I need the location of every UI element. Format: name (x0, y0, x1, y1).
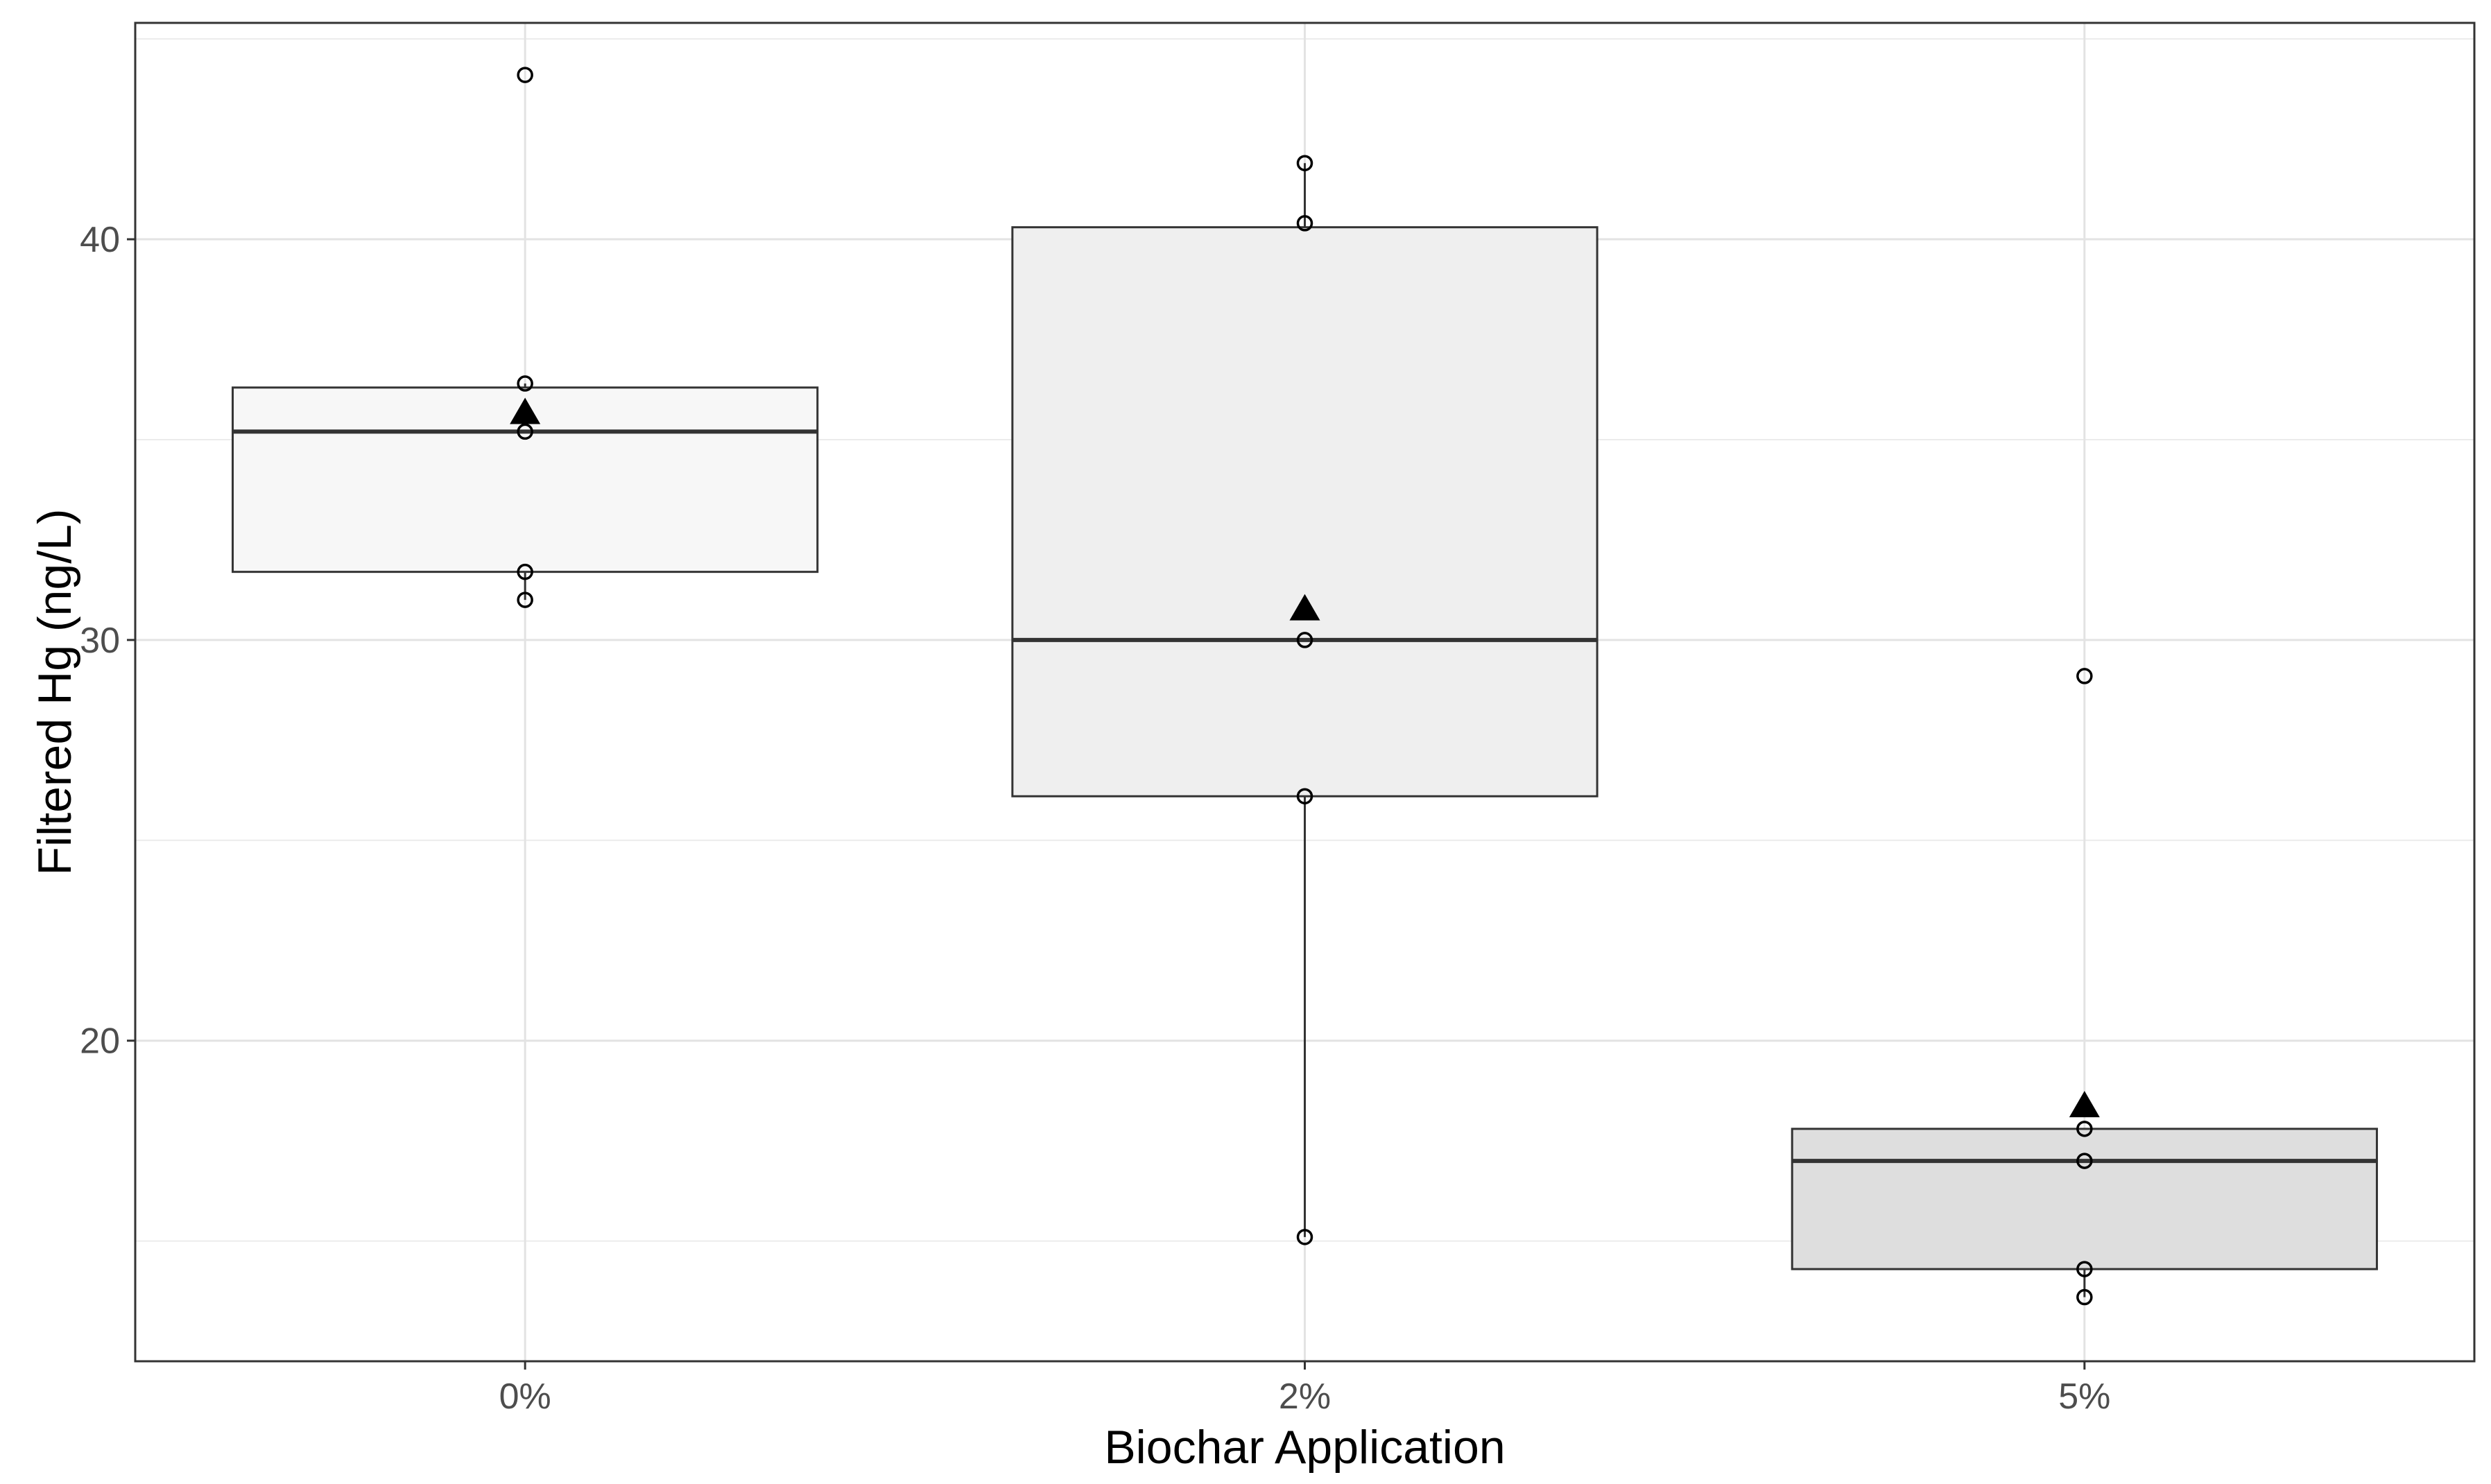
data-point (2076, 668, 2093, 684)
data-point (517, 563, 533, 580)
x-axis-title: Biochar Application (1104, 1421, 1505, 1474)
mean-marker (2069, 1091, 2100, 1118)
data-point (1296, 1229, 1313, 1245)
data-point (2076, 1261, 2093, 1277)
data-point (2076, 1153, 2093, 1169)
y-tick-label: 20 (80, 1021, 120, 1062)
y-tick-label: 30 (80, 621, 120, 661)
data-point (517, 375, 533, 392)
x-tick-label: 5% (2058, 1377, 2110, 1417)
data-point (1296, 632, 1313, 648)
data-point (517, 67, 533, 83)
data-point (1296, 215, 1313, 232)
y-tick-label: 40 (80, 220, 120, 260)
data-point (1296, 788, 1313, 804)
y-axis-ticks: 20 30 40 (80, 220, 135, 1062)
x-axis-ticks: 0% 2% 5% (499, 1361, 2110, 1417)
y-axis-title: Filtered Hg (ng/L) (28, 508, 81, 875)
data-point (1296, 155, 1313, 171)
data-point (2076, 1121, 2093, 1137)
data-point (517, 423, 533, 440)
mean-marker (1289, 594, 1320, 621)
x-tick-label: 0% (499, 1377, 551, 1417)
data-point (2076, 1288, 2093, 1306)
points-layer (510, 67, 2100, 1306)
box-5% (1791, 1128, 2378, 1297)
data-point (517, 592, 533, 608)
x-tick-label: 2% (1279, 1377, 1331, 1417)
box-iqr (1011, 226, 1598, 797)
boxes-layer (232, 163, 2378, 1297)
mean-marker (510, 397, 541, 424)
box-2% (1011, 163, 1598, 1237)
box-iqr (1791, 1128, 2378, 1270)
